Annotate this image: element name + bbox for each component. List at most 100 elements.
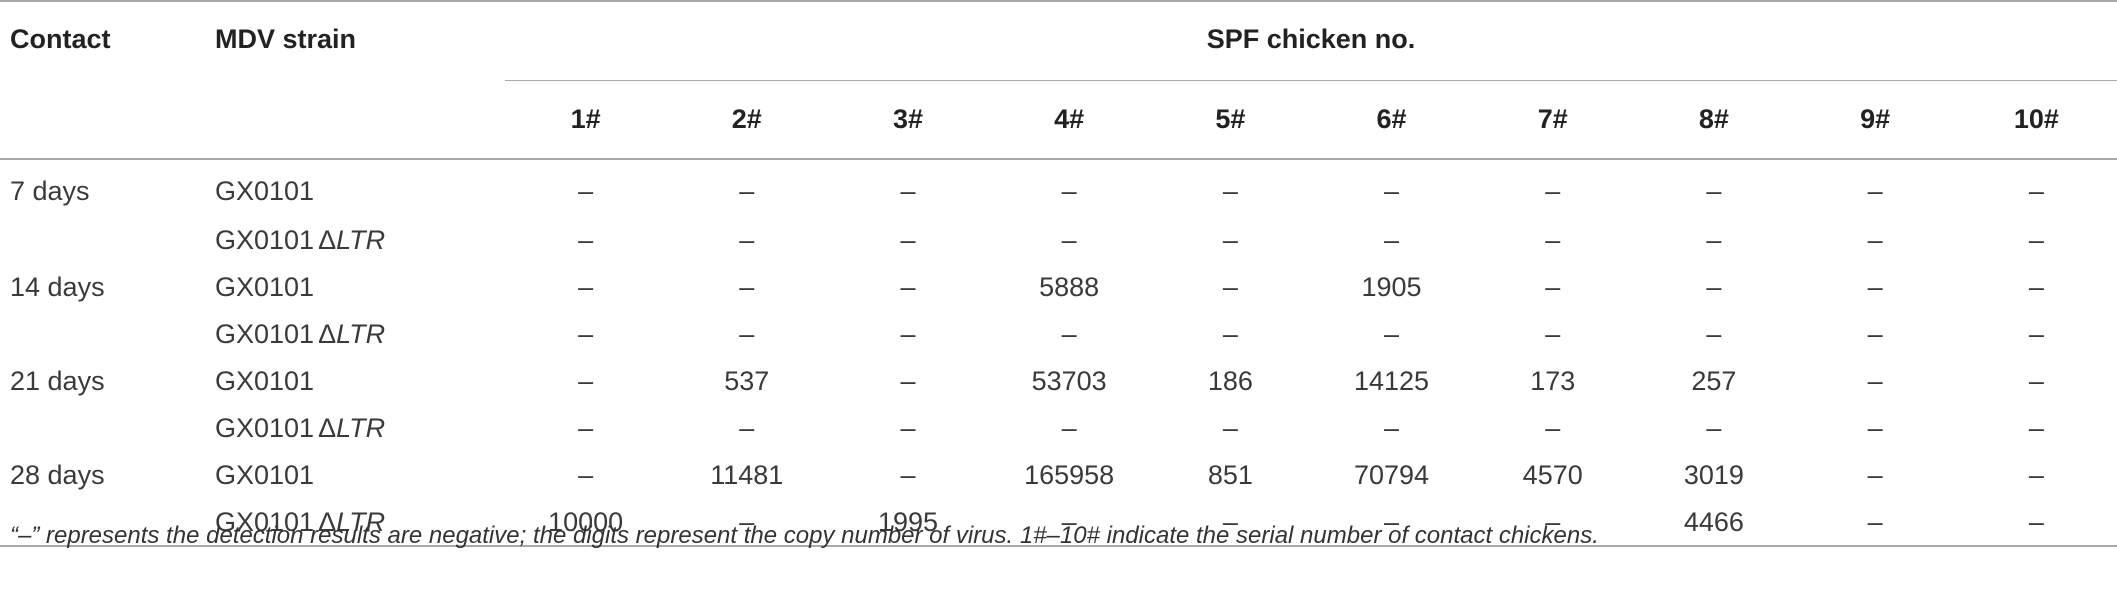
cell-copy-number-9: – — [1867, 176, 1883, 206]
cell-copy-number-10: – — [2028, 176, 2044, 206]
cell-copy-number-2: – — [666, 499, 828, 547]
header-blank-contact — [0, 81, 205, 160]
cell-copy-number-5: – — [1222, 413, 1238, 443]
strain-base: GX0101 — [215, 319, 315, 349]
cell-copy-number-3: – — [900, 176, 916, 206]
header-chicken-1: 1# — [505, 81, 667, 160]
strain-base: GX0101 — [215, 366, 315, 396]
cell-copy-number-2: – — [739, 272, 755, 302]
cell-contact: 28 days — [10, 460, 105, 490]
header-chicken-9: 9# — [1794, 81, 1956, 160]
data-table-container: Contact MDV strain SPF chicken no. 1# 2# 3… — [0, 0, 2117, 547]
cell-copy-number-6: – — [1384, 319, 1400, 349]
cell-copy-number-6: 1905 — [1361, 272, 1422, 302]
cell-copy-number-6: – — [1384, 413, 1400, 443]
header-chicken-10: 10# — [1955, 81, 2117, 160]
header-chicken-6: 6# — [1310, 81, 1473, 160]
cell-copy-number-5: – — [1149, 499, 1311, 547]
cell-contact — [0, 217, 205, 264]
cell-copy-number-9: – — [1867, 319, 1883, 349]
cell-contact — [0, 499, 205, 547]
cell-strain: GX0101 ΔLTR — [205, 311, 505, 358]
cell-copy-number-4: – — [1061, 319, 1077, 349]
header-row-top: Contact MDV strain SPF chicken no. — [0, 0, 2117, 81]
cell-copy-number-6: 70794 — [1353, 460, 1430, 490]
cell-copy-number-8: 3019 — [1683, 460, 1744, 490]
cell-copy-number-4: 5888 — [1039, 272, 1100, 302]
cell-copy-number-9: – — [1867, 272, 1883, 302]
cell-copy-number-3: – — [900, 319, 916, 349]
cell-copy-number-8: 257 — [1691, 366, 1737, 396]
strain-delta: Δ — [318, 225, 337, 255]
cell-copy-number-9: – — [1867, 413, 1883, 443]
header-blank-strain — [205, 81, 505, 160]
cell-contact — [0, 311, 205, 358]
cell-copy-number-10: – — [2028, 366, 2044, 396]
table-row: GX0101 ΔLTR 10000–1995– – – –4466– – — [0, 499, 2117, 547]
cell-contact: 14 days — [10, 272, 105, 302]
cell-copy-number-5: – — [1222, 225, 1238, 255]
cell-copy-number-4: 53703 — [1031, 366, 1107, 396]
header-chicken-8: 8# — [1633, 81, 1795, 160]
table-row: 14 days GX0101 – – – 5888 – 1905 – – – – — [0, 264, 2117, 311]
strain-base: GX0101 — [215, 413, 315, 443]
cell-copy-number-7: – — [1545, 176, 1561, 206]
table-body: 7 days GX0101– – – – – – – – – – GX0101 ΔLTR – – – – – – – –… — [0, 159, 2117, 547]
cell-copy-number-10: – — [2028, 225, 2044, 255]
group-header-rule — [505, 80, 2117, 81]
cell-copy-number-1: – — [578, 413, 594, 443]
header-row-chickens: 1# 2# 3# 4# 5# 6# 7# 8# 9# 10# — [0, 81, 2117, 160]
cell-strain: GX0101 — [205, 358, 505, 405]
cell-copy-number-7: – — [1472, 499, 1634, 547]
cell-copy-number-7: 173 — [1530, 366, 1576, 396]
cell-copy-number-3: – — [900, 366, 916, 396]
header-chicken-4: 4# — [988, 81, 1150, 160]
cell-copy-number-9: – — [1867, 366, 1883, 396]
strain-base: GX0101 — [215, 272, 315, 302]
cell-copy-number-5: 186 — [1207, 366, 1253, 396]
cell-copy-number-5: – — [1222, 176, 1238, 206]
header-contact: Contact — [0, 0, 205, 81]
cell-copy-number-2: 537 — [724, 366, 770, 396]
cell-copy-number-2: 11481 — [710, 460, 784, 490]
strain-base: GX0101 — [215, 225, 315, 255]
cell-copy-number-2: – — [739, 319, 755, 349]
cell-copy-number-8: – — [1706, 413, 1722, 443]
table-row: 7 days GX0101 – – – – – – – – – – — [0, 159, 2117, 217]
table-row: 28 days GX0101 – 11481 – 165958 851 70794 4570 30… — [0, 452, 2117, 499]
cell-copy-number-8: 4466 — [1633, 499, 1795, 547]
cell-copy-number-1: – — [578, 176, 594, 206]
cell-copy-number-5: – — [1222, 272, 1238, 302]
cell-strain: GX0101 ΔLTR — [205, 499, 505, 547]
cell-copy-number-7: – — [1545, 319, 1561, 349]
cell-copy-number-1: – — [578, 366, 594, 396]
cell-copy-number-8: – — [1706, 272, 1722, 302]
results-table: Contact MDV strain SPF chicken no. 1# 2# 3… — [0, 0, 2117, 547]
cell-copy-number-6: – — [1310, 499, 1473, 547]
cell-copy-number-7: 4570 — [1522, 460, 1583, 490]
cell-copy-number-2: – — [739, 225, 755, 255]
table-header: Contact MDV strain SPF chicken no. 1# 2# 3… — [0, 0, 2117, 160]
strain-delta: Δ — [318, 319, 337, 349]
cell-copy-number-6: – — [1384, 176, 1400, 206]
cell-contact: 7 days — [10, 176, 90, 206]
table-row: GX0101 ΔLTR – – – – – – – – – – — [0, 311, 2117, 358]
cell-copy-number-7: – — [1545, 413, 1561, 443]
cell-copy-number-7: – — [1545, 225, 1561, 255]
cell-copy-number-7: – — [1545, 272, 1561, 302]
cell-copy-number-1: – — [578, 225, 594, 255]
cell-copy-number-10: – — [2028, 319, 2044, 349]
cell-copy-number-3: – — [900, 460, 916, 490]
header-chicken-2: 2# — [666, 81, 828, 160]
cell-copy-number-10: – — [1955, 499, 2117, 547]
cell-strain: GX0101 ΔLTR — [205, 405, 505, 452]
cell-copy-number-3: – — [900, 413, 916, 443]
cell-copy-number-2: – — [739, 176, 755, 206]
strain-delta: Δ — [318, 413, 337, 443]
header-spf-group: SPF chicken no. — [505, 0, 2117, 81]
header-chicken-7: 7# — [1472, 81, 1634, 160]
strain-suffix: LTR — [336, 319, 386, 349]
cell-copy-number-10: – — [2028, 413, 2044, 443]
cell-copy-number-6: 14125 — [1353, 366, 1430, 396]
strain-suffix: LTR — [336, 413, 386, 443]
